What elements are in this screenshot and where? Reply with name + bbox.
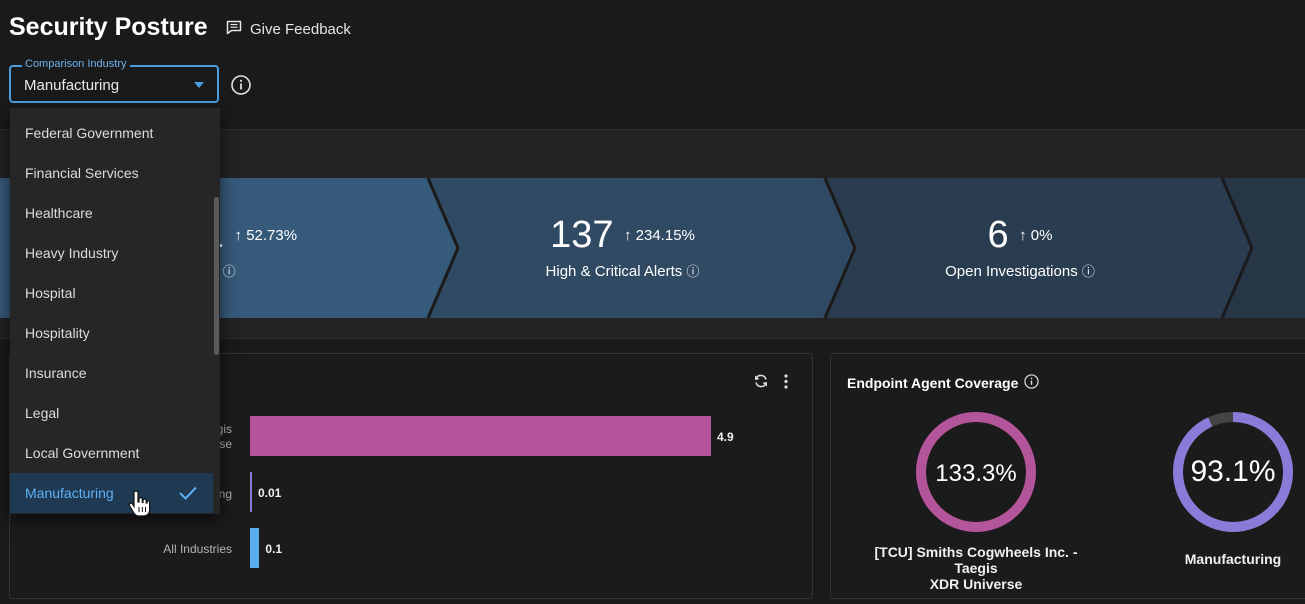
kpi-high-critical-alerts[interactable]: 137 ↑ 234.15% High & Critical Alerts ⓘ bbox=[520, 214, 725, 280]
donut-manufacturing-percent: 93.1% bbox=[1190, 455, 1275, 488]
dropdown-option-label: Legal bbox=[25, 405, 60, 421]
feedback-icon bbox=[226, 20, 242, 39]
dropdown-option-label: Financial Services bbox=[25, 165, 139, 181]
kpi-alerts-delta: ↑ 234.15% bbox=[623, 227, 695, 244]
dropdown-option[interactable]: Heavy Industry bbox=[10, 233, 213, 273]
dropdown-scrollbar[interactable] bbox=[214, 197, 219, 355]
hand-cursor-icon bbox=[128, 490, 151, 517]
dropdown-option[interactable]: Legal bbox=[10, 393, 213, 433]
kpi-events-delta: ↑ 52.73% bbox=[234, 227, 298, 244]
give-feedback-button[interactable]: Give Feedback bbox=[226, 20, 351, 39]
checkmark-icon bbox=[179, 486, 197, 500]
bar-value-universe: 4.9 bbox=[717, 430, 734, 444]
dropdown-option-label: Insurance bbox=[25, 365, 87, 381]
bar-universe[interactable] bbox=[250, 416, 711, 456]
dropdown-option[interactable]: Insurance bbox=[10, 353, 213, 393]
refresh-icon[interactable] bbox=[753, 373, 769, 394]
kpi-investigations-delta: ↑ 0% bbox=[1019, 227, 1053, 244]
dropdown-option[interactable]: Financial Services bbox=[10, 153, 213, 193]
caret-down-icon[interactable] bbox=[194, 82, 204, 88]
donut-universe-caption: [TCU] Smiths Cogwheels Inc. - Taegis XDR … bbox=[874, 544, 1078, 592]
bar-value-manufacturing: 0.01 bbox=[258, 486, 282, 500]
dropdown-option[interactable]: Local Government bbox=[10, 433, 213, 473]
bar-all-industries[interactable] bbox=[250, 528, 260, 568]
comparison-industry-value: Manufacturing bbox=[24, 77, 120, 94]
info-icon[interactable] bbox=[231, 75, 251, 100]
info-icon: ⓘ bbox=[222, 264, 236, 279]
page-title: Security Posture bbox=[9, 13, 208, 41]
dropdown-option[interactable]: Healthcare bbox=[10, 193, 213, 233]
endpoint-coverage-panel bbox=[830, 353, 1305, 599]
give-feedback-label: Give Feedback bbox=[250, 21, 351, 38]
donut-manufacturing-caption: Manufacturing bbox=[1184, 551, 1282, 567]
info-icon: ⓘ bbox=[1081, 264, 1095, 279]
kpi-alerts-label: High & Critical Alerts ⓘ bbox=[545, 263, 700, 280]
bar-category-manufacturing: ng bbox=[218, 487, 232, 501]
dropdown-option-label: Local Government bbox=[25, 445, 140, 461]
donut-universe-percent: 133.3% bbox=[935, 460, 1016, 487]
info-icon: ⓘ bbox=[686, 264, 700, 279]
more-options-icon[interactable] bbox=[783, 374, 789, 394]
bar-value-all-industries: 0.1 bbox=[265, 542, 283, 556]
dropdown-option[interactable]: Hospitality bbox=[10, 313, 213, 353]
dropdown-option-label: Hospital bbox=[25, 285, 76, 301]
kpi-open-investigations[interactable]: 6 ↑ 0% Open Investigations ⓘ bbox=[920, 214, 1120, 280]
dropdown-option[interactable]: Manufacturing bbox=[10, 473, 213, 513]
info-icon[interactable] bbox=[1024, 374, 1040, 392]
dropdown-option-label: Federal Government bbox=[25, 125, 154, 141]
dropdown-option-label: Manufacturing bbox=[25, 485, 114, 501]
donut-manufacturing: 93.1% bbox=[1173, 412, 1293, 532]
comparison-industry-label: Comparison Industry bbox=[22, 58, 130, 70]
dropdown-option[interactable]: Federal Government bbox=[10, 113, 213, 153]
kpi-alerts-value: 137 bbox=[550, 214, 614, 256]
dropdown-option-label: Healthcare bbox=[25, 205, 93, 221]
dropdown-option-label: Hospitality bbox=[25, 325, 90, 341]
bar-manufacturing[interactable] bbox=[250, 472, 252, 512]
donut-universe: 133.3% bbox=[916, 412, 1036, 532]
dropdown-option[interactable]: Hospital bbox=[10, 273, 213, 313]
bar-category-all-industries: All Industries bbox=[163, 542, 232, 556]
industry-dropdown-menu[interactable]: Federal Government Financial Services Heal… bbox=[10, 108, 220, 514]
kpi-investigations-value: 6 bbox=[987, 214, 1009, 256]
dropdown-option-label: Heavy Industry bbox=[25, 245, 119, 261]
endpoint-coverage-title: Endpoint Agent Coverage bbox=[847, 374, 1040, 392]
kpi-investigations-label: Open Investigations ⓘ bbox=[945, 263, 1095, 280]
bar-category-universe: gis se bbox=[216, 422, 232, 451]
